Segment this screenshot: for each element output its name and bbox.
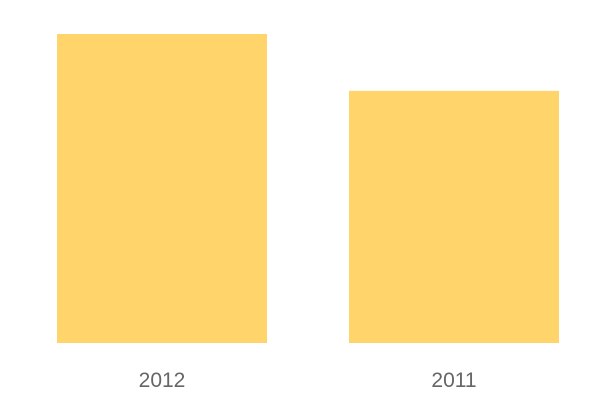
bar-2012 [57, 34, 267, 343]
x-tick-label: 2011 [431, 369, 476, 392]
x-tick-label: 2012 [139, 369, 186, 392]
bar-2011 [349, 90, 559, 343]
